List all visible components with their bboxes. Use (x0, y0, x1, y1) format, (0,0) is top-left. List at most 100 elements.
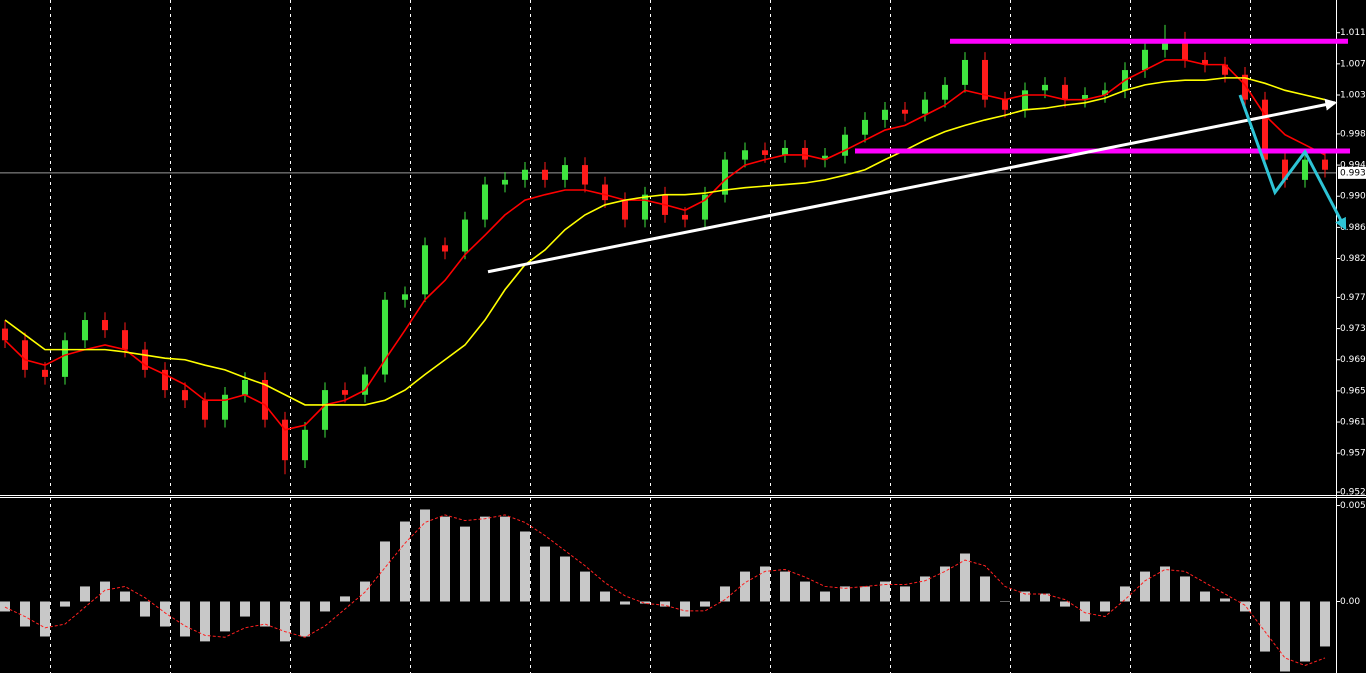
macd-bar (780, 571, 790, 602)
candle-body (1202, 59, 1208, 65)
macd-bar (20, 601, 30, 627)
candle-body (702, 194, 708, 220)
macd-bar (600, 591, 610, 602)
macd-bar (60, 601, 70, 607)
macd-bar (980, 576, 990, 602)
candle-body (782, 147, 788, 155)
macd-bar (1140, 571, 1150, 602)
candle-body (102, 320, 108, 331)
macd-bar (140, 601, 150, 617)
macd-bar (340, 596, 350, 602)
candle-body (42, 369, 48, 377)
macd-bar (80, 586, 90, 602)
macd-bar (1300, 601, 1310, 662)
drawn-line (1238, 94, 1347, 231)
candle-body (962, 59, 968, 85)
macd-bar (1100, 601, 1110, 612)
macd-bar (640, 601, 650, 604)
macd-bar (440, 516, 450, 602)
candle-body (442, 245, 448, 252)
macd-bar (240, 601, 250, 617)
candle-body (1162, 39, 1168, 50)
macd-bar (400, 521, 410, 602)
candle-body (762, 150, 768, 155)
macd-bar (100, 581, 110, 602)
candle-body (22, 340, 28, 370)
current-price-box (1338, 166, 1366, 179)
candle-body (682, 214, 688, 220)
candle-body (1142, 49, 1148, 71)
macd-bar (420, 509, 430, 602)
candle-body (1022, 90, 1028, 110)
y-tick-label: 0.00 (1340, 597, 1360, 607)
candle-body (82, 320, 88, 341)
macd-bar (500, 516, 510, 602)
candle-body (402, 294, 408, 300)
macd-bar (840, 586, 850, 602)
candle-body (622, 200, 628, 220)
y-tick-label: 0.990 (1340, 192, 1366, 202)
macd-bar (900, 586, 910, 602)
candle-body (1062, 84, 1068, 100)
macd-bar (580, 571, 590, 602)
macd-bar (1120, 586, 1130, 602)
macd-bar (0, 601, 10, 612)
macd-bar (880, 581, 890, 602)
candle-body (1182, 39, 1188, 60)
candle-body (1082, 94, 1088, 100)
candle-body (1042, 84, 1048, 91)
macd-bar (1020, 591, 1030, 602)
candle-body (2, 328, 8, 341)
y-tick-label: 0.986 (1340, 223, 1366, 233)
candle-body (482, 184, 488, 220)
macd-bar (1040, 593, 1050, 602)
candle-body (522, 169, 528, 180)
candle-body (742, 150, 748, 160)
macd-bar (820, 591, 830, 602)
candle-body (202, 400, 208, 420)
macd-bar (920, 576, 930, 602)
macd-bar (960, 553, 970, 602)
macd-bar (700, 601, 710, 607)
moving-average (4, 59, 1326, 431)
candle-body (1302, 159, 1308, 180)
candle-body (462, 219, 468, 252)
candle-body (902, 109, 908, 114)
macd-bar (160, 601, 170, 627)
candle-body (342, 390, 348, 395)
macd-bar (280, 601, 290, 642)
candle-body (502, 179, 508, 185)
candle-body (882, 109, 888, 120)
macd-bar (1320, 601, 1330, 647)
candle-body (1262, 99, 1268, 160)
macd-bar (1180, 576, 1190, 602)
candle-body (222, 394, 228, 420)
macd-bar (940, 566, 950, 602)
candle-body (302, 429, 308, 461)
candle-body (602, 184, 608, 201)
macd-bar (800, 581, 810, 602)
candle-body (642, 194, 648, 220)
macd-bar (180, 601, 190, 637)
macd-bar (1200, 591, 1210, 602)
candle-body (1242, 74, 1248, 100)
y-tick-label: 0.977 (1340, 293, 1366, 303)
macd-bar (480, 516, 490, 602)
macd-bar (1080, 601, 1090, 622)
y-tick-label: 0.973 (1340, 324, 1366, 334)
candle-body (822, 155, 828, 160)
y-tick-label: 0.982 (1340, 254, 1366, 264)
candle-body (142, 349, 148, 370)
macd-bar (620, 601, 630, 605)
y-tick-label: 0.952 (1340, 488, 1366, 498)
macd-bar (260, 601, 270, 627)
macd-bar (220, 601, 230, 632)
macd-bar (760, 566, 770, 602)
macd-bar (520, 531, 530, 602)
macd-bar (200, 601, 210, 642)
macd-bar (380, 541, 390, 602)
candle-body (262, 379, 268, 420)
